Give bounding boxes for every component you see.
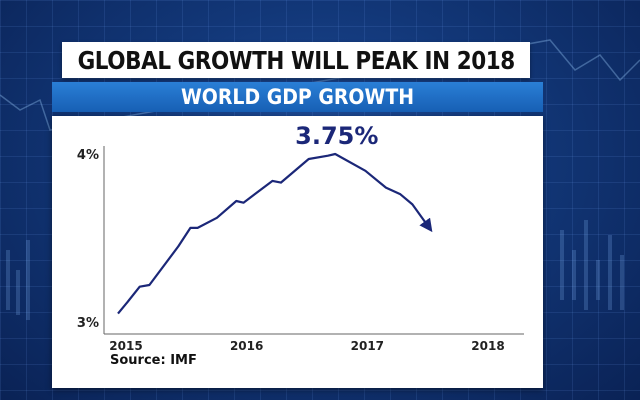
chart-panel: 3% 4% 2015 2016 2017 2018 3.75% Source: IMF xyxy=(52,116,543,388)
y-tick-label: 4% xyxy=(77,148,99,163)
peak-value-annotation: 3.75% xyxy=(295,122,378,150)
subheadline-text: WORLD GDP GROWTH xyxy=(180,85,415,109)
x-tick-label: 2015 xyxy=(109,339,142,353)
x-tick-label: 2016 xyxy=(230,339,263,353)
source-label: Source: IMF xyxy=(110,353,197,368)
headline-text: GLOBAL GROWTH WILL PEAK IN 2018 xyxy=(77,45,515,75)
subheadline-banner: WORLD GDP GROWTH xyxy=(52,82,543,112)
y-tick-label: 3% xyxy=(77,316,99,331)
headline-banner: GLOBAL GROWTH WILL PEAK IN 2018 xyxy=(62,42,530,78)
x-tick-label: 2017 xyxy=(351,339,384,353)
gdp-growth-line xyxy=(117,152,433,315)
gdp-growth-chart: 3% 4% 2015 2016 2017 2018 3.75% xyxy=(77,122,524,353)
x-tick-label: 2018 xyxy=(471,339,504,353)
